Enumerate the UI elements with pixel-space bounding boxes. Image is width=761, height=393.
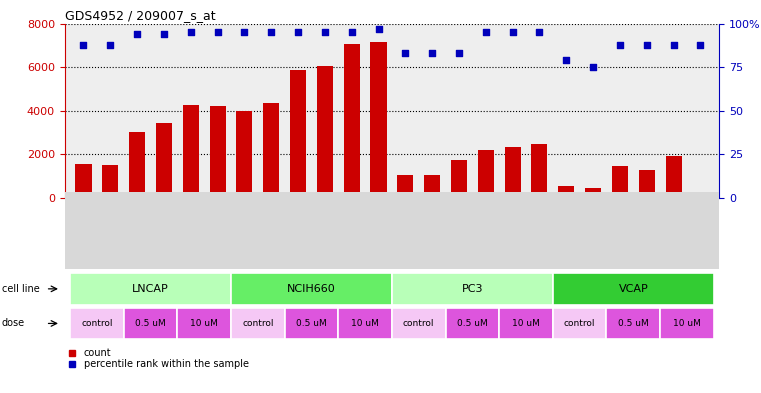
Bar: [156, 123, 172, 198]
Text: control: control: [242, 319, 273, 328]
Text: 10 uM: 10 uM: [351, 319, 379, 328]
Bar: [607, 308, 660, 339]
Point: [185, 29, 197, 35]
Text: 0.5 uM: 0.5 uM: [457, 319, 488, 328]
Bar: [344, 44, 360, 198]
Point: [507, 29, 519, 35]
Bar: [124, 308, 177, 339]
Text: NCIH660: NCIH660: [287, 284, 336, 294]
Point: [479, 29, 492, 35]
Text: LNCAP: LNCAP: [132, 284, 169, 294]
Bar: [339, 308, 392, 339]
Point: [265, 29, 277, 35]
Point: [212, 29, 224, 35]
Point: [400, 50, 412, 56]
Bar: [65, 192, 719, 269]
Point: [78, 41, 90, 48]
Bar: [290, 70, 306, 198]
Text: 0.5 uM: 0.5 uM: [618, 319, 648, 328]
Bar: [317, 66, 333, 198]
Text: VCAP: VCAP: [619, 284, 648, 294]
Bar: [75, 164, 91, 198]
Point: [319, 29, 331, 35]
Text: control: control: [403, 319, 435, 328]
Point: [372, 26, 384, 32]
Bar: [392, 273, 552, 305]
Bar: [505, 147, 521, 198]
Bar: [183, 105, 199, 198]
Bar: [70, 273, 231, 305]
Bar: [129, 132, 145, 198]
Bar: [693, 197, 708, 198]
Point: [292, 29, 304, 35]
Text: PC3: PC3: [462, 284, 483, 294]
Point: [104, 41, 116, 48]
Bar: [231, 308, 285, 339]
Bar: [177, 308, 231, 339]
Bar: [392, 308, 445, 339]
Bar: [237, 111, 253, 198]
Bar: [478, 150, 494, 198]
Point: [345, 29, 358, 35]
Text: control: control: [564, 319, 595, 328]
Point: [614, 41, 626, 48]
Text: 10 uM: 10 uM: [190, 319, 218, 328]
Text: cell line: cell line: [2, 284, 40, 294]
Text: 10 uM: 10 uM: [512, 319, 540, 328]
Point: [131, 31, 143, 37]
Bar: [499, 308, 552, 339]
Text: count: count: [84, 347, 111, 358]
Bar: [552, 308, 607, 339]
Point: [667, 41, 680, 48]
Bar: [70, 308, 124, 339]
Bar: [559, 186, 575, 198]
Bar: [638, 170, 654, 198]
Bar: [285, 308, 339, 339]
Bar: [660, 308, 714, 339]
Bar: [263, 103, 279, 198]
Bar: [231, 273, 392, 305]
Text: percentile rank within the sample: percentile rank within the sample: [84, 359, 249, 369]
Bar: [612, 167, 628, 198]
Bar: [552, 273, 714, 305]
Point: [453, 50, 465, 56]
Text: 10 uM: 10 uM: [673, 319, 701, 328]
Bar: [531, 143, 547, 198]
Bar: [585, 188, 601, 198]
Point: [560, 57, 572, 63]
Text: 0.5 uM: 0.5 uM: [135, 319, 166, 328]
Point: [587, 64, 599, 70]
Bar: [397, 175, 413, 198]
Point: [238, 29, 250, 35]
Text: control: control: [81, 319, 113, 328]
Point: [426, 50, 438, 56]
Point: [641, 41, 653, 48]
Bar: [209, 107, 225, 198]
Point: [694, 41, 706, 48]
Bar: [102, 165, 118, 198]
Bar: [424, 175, 440, 198]
Point: [533, 29, 546, 35]
Bar: [666, 156, 682, 198]
Text: 0.5 uM: 0.5 uM: [296, 319, 326, 328]
Bar: [445, 308, 499, 339]
Text: dose: dose: [2, 318, 24, 329]
Point: [158, 31, 170, 37]
Bar: [451, 160, 467, 198]
Bar: [371, 42, 387, 198]
Text: GDS4952 / 209007_s_at: GDS4952 / 209007_s_at: [65, 9, 215, 22]
